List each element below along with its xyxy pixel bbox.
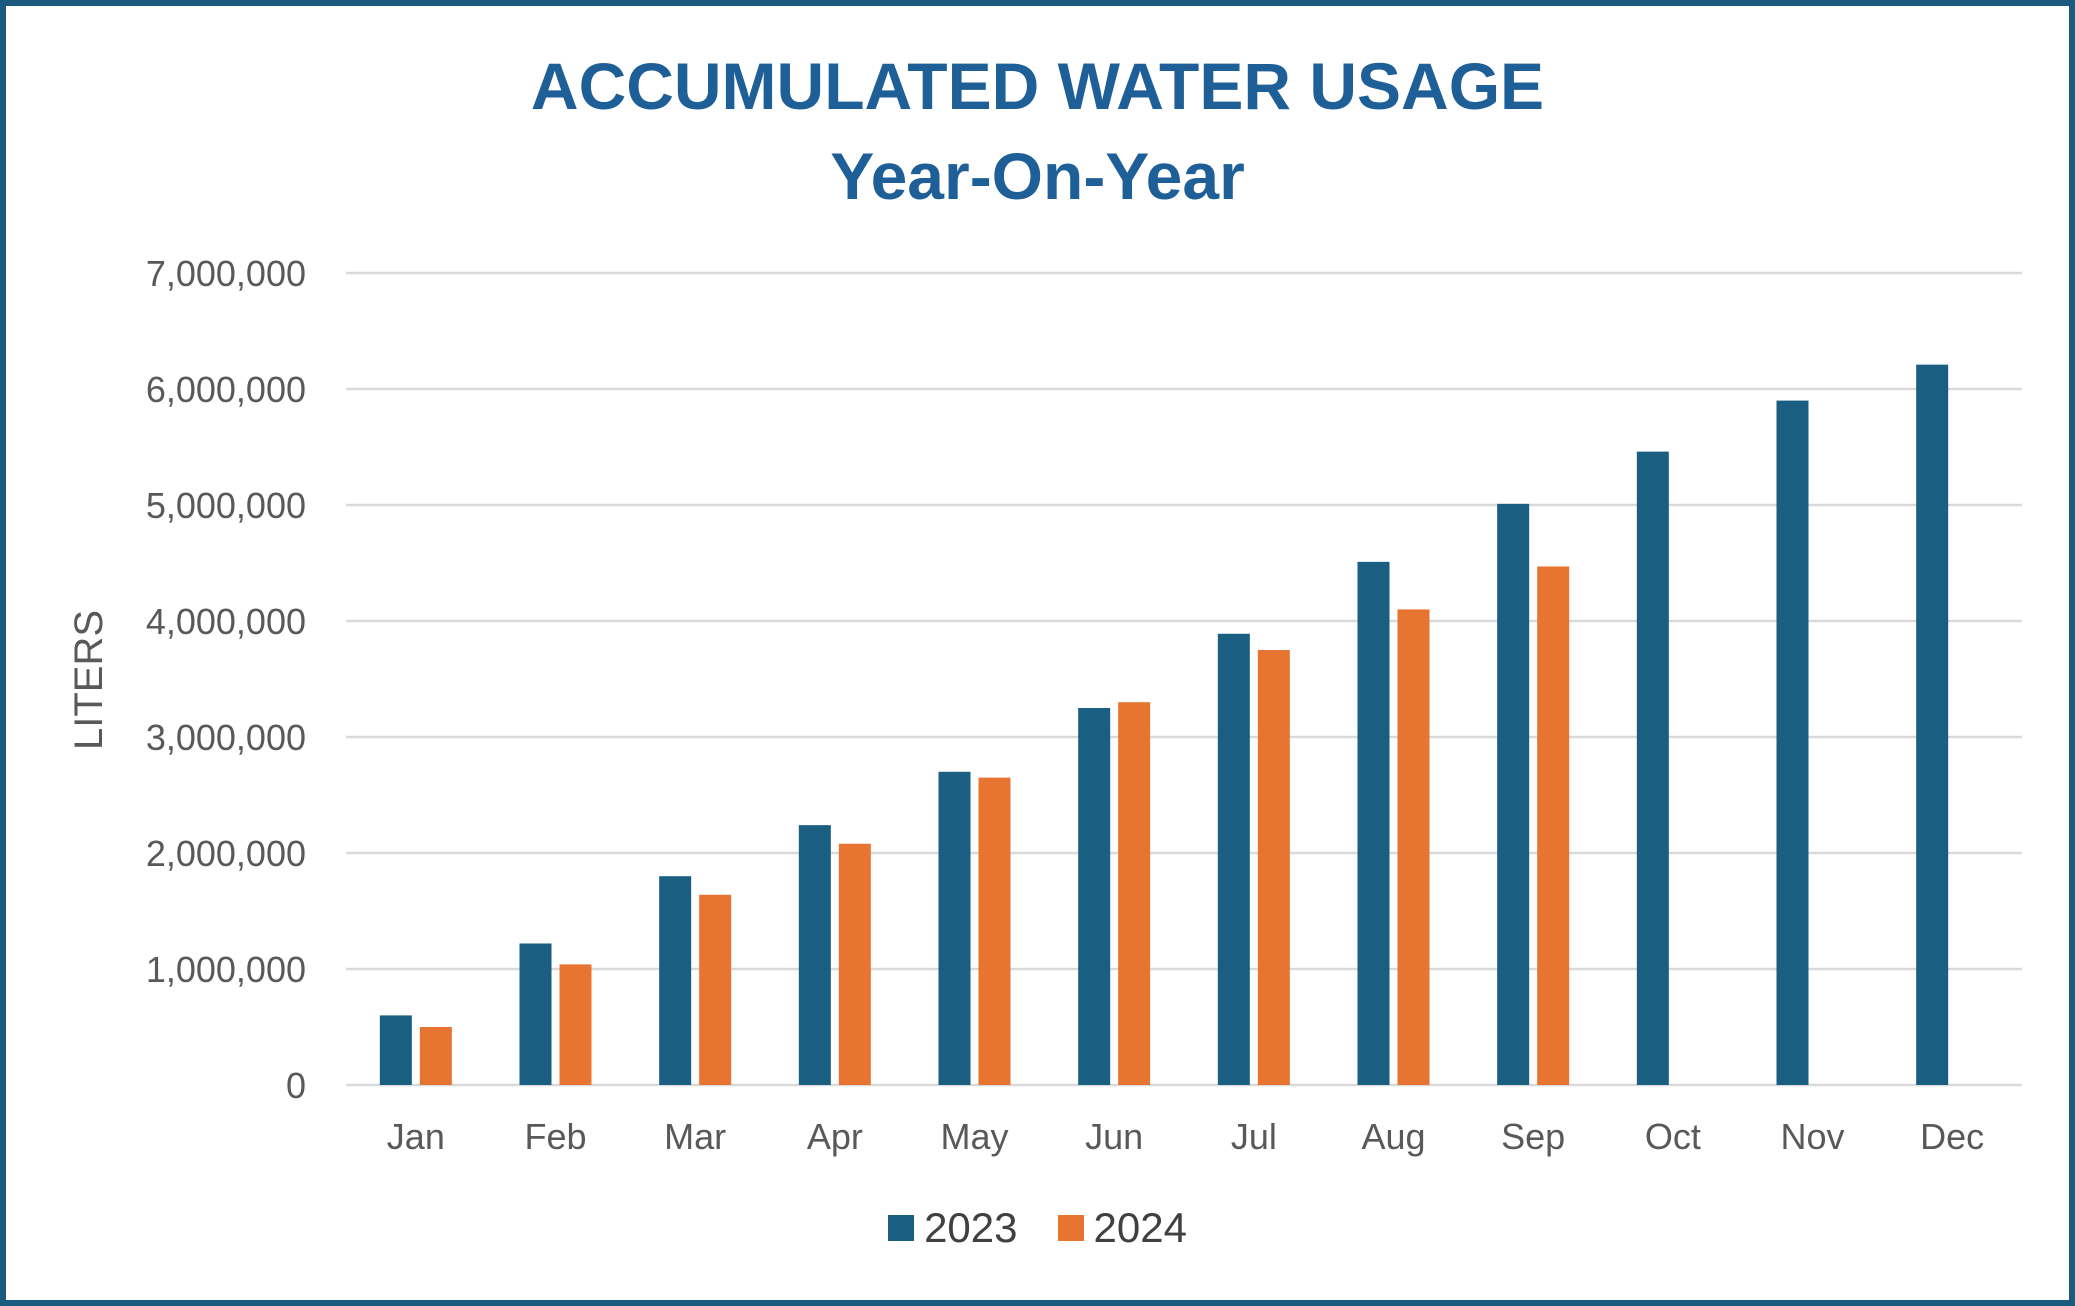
bars: [379, 364, 1949, 1086]
bar-2024-sep: [1537, 566, 1570, 1085]
bar-2023-jan: [379, 1015, 412, 1085]
gridlines: [346, 271, 2022, 1087]
bar-2023-feb: [519, 943, 552, 1085]
x-tick-label: Mar: [664, 1116, 726, 1157]
y-tick-label: 5,000,000: [146, 485, 306, 526]
bar-2023-dec: [1916, 364, 1949, 1085]
y-tick-label: 6,000,000: [146, 369, 306, 410]
legend-item-2024: 2024: [1057, 1204, 1187, 1252]
x-tick-label: Aug: [1361, 1116, 1425, 1157]
legend-swatch-2024: [1057, 1215, 1084, 1241]
bar-2024-jun: [1118, 702, 1151, 1085]
bar-2024-jul: [1257, 650, 1290, 1085]
y-tick-label: 7,000,000: [146, 253, 306, 294]
x-tick-label: Nov: [1780, 1116, 1844, 1157]
bar-2023-oct: [1636, 451, 1669, 1085]
legend-swatch-2023: [888, 1215, 915, 1241]
bar-2024-aug: [1397, 609, 1430, 1085]
bar-2024-apr: [838, 843, 871, 1085]
bar-2023-apr: [798, 825, 831, 1085]
legend: 2023 2024: [0, 1204, 2075, 1252]
bar-2023-mar: [659, 876, 692, 1085]
bar-2024-jan: [419, 1027, 452, 1085]
x-tick-label: Dec: [1920, 1116, 1984, 1157]
bar-2024-may: [978, 777, 1011, 1085]
x-tick-label: May: [940, 1116, 1008, 1157]
bar-2023-jul: [1217, 633, 1250, 1085]
y-tick-label: 1,000,000: [146, 949, 306, 990]
y-tick-label: 3,000,000: [146, 717, 306, 758]
legend-label-2023: 2023: [924, 1204, 1018, 1251]
bar-2023-may: [938, 771, 971, 1085]
x-tick-label: Jun: [1085, 1116, 1143, 1157]
bar-2023-aug: [1357, 561, 1390, 1085]
bar-2023-sep: [1497, 503, 1530, 1086]
bar-2024-mar: [699, 894, 732, 1085]
y-tick-label: 2,000,000: [146, 833, 306, 874]
x-tick-label: Feb: [524, 1116, 586, 1157]
x-tick-label: Apr: [807, 1116, 863, 1157]
x-tick-label: Oct: [1645, 1116, 1701, 1157]
x-tick-label: Sep: [1501, 1116, 1565, 1157]
bar-2023-jun: [1078, 708, 1111, 1085]
bar-2024-feb: [559, 964, 592, 1085]
chart-subtitle: Year-On-Year: [830, 139, 1245, 213]
y-axis-ticks: 0 1,000,000 2,000,000 3,000,000 4,000,000 5,0…: [146, 253, 306, 1106]
chart-title: ACCUMULATED WATER USAGE: [530, 49, 1545, 123]
legend-item-2023: 2023: [888, 1204, 1018, 1252]
bar-2023-nov: [1776, 400, 1809, 1086]
x-tick-label: Jul: [1231, 1116, 1277, 1157]
y-tick-label: 0: [286, 1065, 306, 1106]
y-axis-label: LITERS: [67, 610, 111, 750]
y-tick-label: 4,000,000: [146, 601, 306, 642]
x-tick-label: Jan: [387, 1116, 445, 1157]
x-axis-ticks: Jan Feb Mar Apr May Jun Jul Aug Sep Oct Nov Dec: [387, 1116, 1984, 1157]
legend-label-2024: 2024: [1093, 1204, 1187, 1251]
